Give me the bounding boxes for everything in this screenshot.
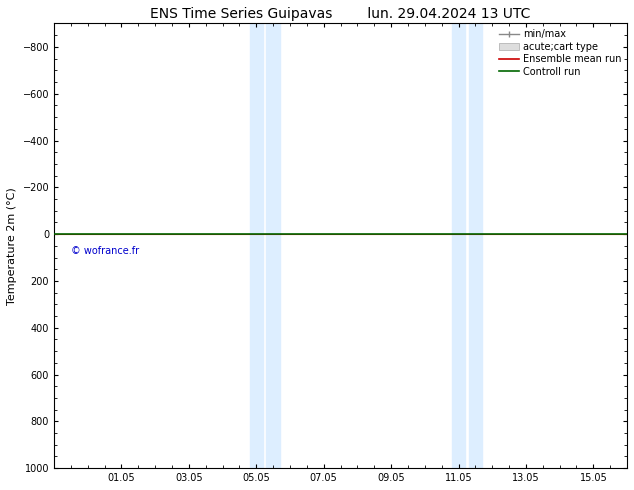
- Title: ENS Time Series Guipavas        lun. 29.04.2024 13 UTC: ENS Time Series Guipavas lun. 29.04.2024…: [150, 7, 531, 21]
- Bar: [452, 24, 465, 468]
- Bar: [250, 24, 263, 468]
- Y-axis label: Temperature 2m (°C): Temperature 2m (°C): [7, 187, 17, 305]
- Legend: min/max, acute;cart type, Ensemble mean run, Controll run: min/max, acute;cart type, Ensemble mean …: [496, 25, 625, 80]
- Bar: [469, 24, 482, 468]
- Bar: [266, 24, 280, 468]
- Text: © wofrance.fr: © wofrance.fr: [71, 246, 139, 256]
